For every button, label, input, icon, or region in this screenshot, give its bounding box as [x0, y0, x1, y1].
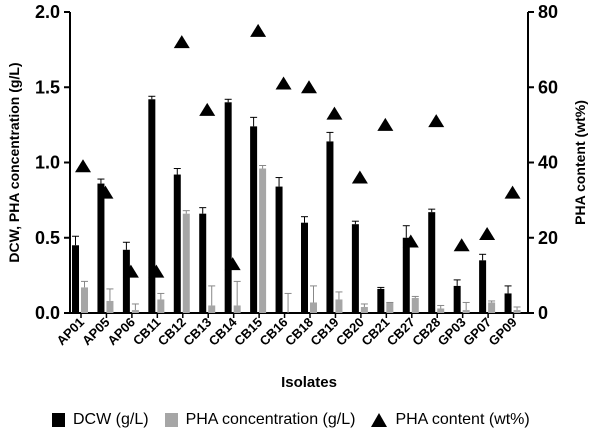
x-axis-title: Isolates: [281, 374, 337, 391]
x-tick-label: CB12: [155, 315, 189, 349]
bar-pha-concentration: [513, 309, 521, 313]
bar-dcw: [173, 174, 181, 313]
legend-label-dcw: DCW (g/L): [73, 411, 149, 428]
bar-pha-concentration: [208, 305, 216, 313]
x-tick-label: GP03: [435, 315, 469, 349]
bar-dcw: [224, 102, 232, 313]
marker-pha-content: [199, 102, 216, 116]
bar-pha-concentration: [335, 299, 343, 313]
y-tick-label-left: 1.0: [35, 153, 60, 173]
x-tick-label: CB28: [409, 315, 443, 349]
x-tick-label: CB21: [358, 315, 392, 349]
bar-pha-concentration: [81, 287, 88, 313]
marker-pha-content: [97, 185, 114, 199]
bar-pha-concentration: [310, 302, 317, 313]
x-tick-label: GP09: [486, 315, 520, 349]
marker-pha-content: [326, 106, 343, 120]
y-axis-title-right: PHA content (wt%): [572, 100, 588, 225]
bar-pha-concentration: [233, 305, 241, 313]
bar-dcw: [250, 126, 258, 313]
bar-dcw: [326, 141, 334, 313]
y-tick-label-left: 0.5: [35, 228, 60, 248]
legend-label-pha-concentration: PHA concentration (g/L): [185, 411, 356, 428]
bar-pha-concentration: [360, 306, 368, 313]
bar-dcw: [275, 186, 283, 313]
legend-item-dcw: DCW (g/L): [52, 411, 149, 429]
bar-dcw: [428, 212, 436, 313]
bar-pha-concentration: [131, 309, 139, 313]
x-tick-label: CB19: [307, 315, 341, 349]
x-tick-label: CB15: [231, 315, 265, 349]
bar-dcw: [504, 293, 512, 313]
marker-pha-content: [402, 234, 419, 248]
bar-pha-concentration: [488, 302, 496, 313]
y-tick-label-right: 80: [538, 2, 558, 22]
legend: DCW (g/L) PHA concentration (g/L) PHA co…: [0, 408, 598, 432]
marker-pha-content: [428, 114, 445, 128]
marker-pha-content: [453, 238, 470, 252]
y-tick-label-left: 1.5: [35, 77, 60, 97]
bar-dcw: [199, 213, 207, 313]
bar-pha-concentration: [182, 213, 190, 313]
x-tick-label: AP06: [104, 315, 138, 349]
y-axis-title-left: DCW, PHA concentration (g/L): [6, 62, 22, 262]
bar-dcw: [122, 249, 130, 313]
legend-label-pha-content: PHA content (wt%): [395, 411, 530, 428]
x-tick-label: GP07: [460, 315, 494, 349]
x-tick-label: CB18: [282, 315, 316, 349]
y-tick-label-right: 20: [538, 228, 558, 248]
marker-pha-content: [75, 159, 91, 173]
y-tick-label-right: 0: [538, 303, 548, 323]
legend-swatch-dcw: [52, 413, 65, 427]
legend-item-pha-content: PHA content (wt%): [371, 411, 530, 429]
x-tick-label: CB11: [130, 315, 164, 349]
marker-pha-content: [351, 170, 368, 184]
legend-swatch-pha-concentration: [164, 413, 178, 427]
y-tick-label-right: 40: [538, 153, 558, 173]
bar-dcw: [377, 288, 385, 313]
y-tick-label-right: 60: [538, 77, 558, 97]
bar-dcw: [479, 260, 487, 313]
marker-pha-content: [250, 23, 267, 37]
marker-pha-content: [173, 35, 190, 49]
bar-pha-concentration: [462, 309, 470, 313]
bar-dcw: [72, 245, 79, 313]
marker-pha-content: [224, 257, 241, 271]
x-tick-label: AP05: [79, 315, 113, 349]
bar-dcw: [301, 222, 308, 313]
bar-pha-concentration: [386, 302, 394, 313]
marker-pha-content: [148, 264, 165, 278]
marker-pha-content: [504, 185, 521, 199]
marker-pha-content: [479, 226, 496, 240]
bar-dcw: [97, 183, 105, 313]
bar-pha-concentration: [437, 308, 445, 313]
x-tick-label: CB20: [333, 315, 367, 349]
x-tick-label: CB16: [257, 315, 291, 349]
bar-pha-concentration: [106, 300, 114, 313]
x-tick-label: CB13: [180, 315, 214, 349]
marker-pha-content: [122, 264, 139, 278]
legend-marker-pha-content: [371, 413, 388, 427]
marker-pha-content: [301, 80, 317, 94]
bar-pha-concentration: [157, 299, 165, 313]
bar-dcw: [453, 285, 461, 313]
x-tick-label: CB27: [384, 315, 418, 349]
y-tick-label-left: 2.0: [35, 2, 60, 22]
marker-pha-content: [275, 76, 292, 90]
bar-dcw: [148, 99, 156, 313]
legend-item-pha-concentration: PHA concentration (g/L): [164, 411, 356, 429]
bar-dcw: [351, 224, 359, 313]
y-tick-label-left: 0.0: [35, 303, 60, 323]
x-tick-label: CB14: [206, 314, 241, 349]
chart: 0.0 0.5 1.0 1.5 2.0 0 20 40 60 80 DCW, PHA concent…: [6, 2, 588, 391]
bar-pha-concentration: [259, 168, 267, 313]
marker-pha-content: [377, 117, 394, 131]
bar-dcw: [402, 237, 410, 313]
bar-pha-concentration: [411, 297, 419, 313]
